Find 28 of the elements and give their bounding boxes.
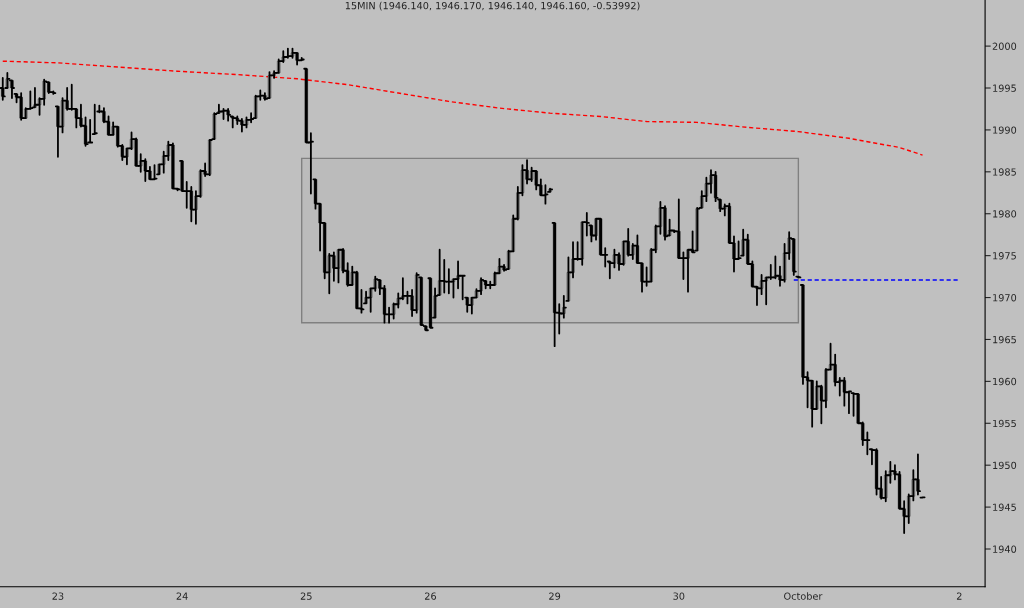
- y-tick-label: 1950: [993, 461, 1017, 470]
- x-tick-label: October: [784, 592, 823, 600]
- x-tick-label: 29: [549, 592, 561, 600]
- y-tick-label: 1990: [993, 126, 1017, 134]
- line-series: [2, 60, 924, 156]
- x-tick-label: 23: [52, 592, 64, 600]
- y-tick-label: 1940: [993, 545, 1017, 553]
- y-tick-label: 1965: [993, 335, 1016, 344]
- y-tick-label: 1945: [993, 503, 1016, 511]
- y-tick-label: 1995: [993, 84, 1016, 92]
- x-tick-label: 25: [300, 592, 312, 600]
- x-tick-label: 2: [956, 592, 962, 600]
- y-tick-label: 1985: [993, 168, 1016, 176]
- candlestick: [427, 277, 434, 329]
- candlestick: [266, 71, 273, 99]
- candlestick: [335, 248, 342, 284]
- candlestick: [873, 448, 880, 496]
- y-tick-label: 1975: [993, 252, 1016, 260]
- chart-title: 15MIN (1946.140, 1946.170, 1946.140, 1946.160, -0.53992): [345, 1, 640, 11]
- x-tick-label: 24: [176, 592, 188, 600]
- x-tick-label: 30: [673, 592, 685, 600]
- y-tick-label: 1970: [993, 294, 1017, 302]
- y-tick-label: 1980: [993, 210, 1017, 218]
- y-tick-label: 2000: [992, 42, 1017, 50]
- y-tick-label: 1955: [993, 419, 1016, 428]
- candlestick: [243, 116, 250, 129]
- y-tick-label: 1960: [993, 377, 1017, 386]
- x-tick-label: 26: [424, 592, 437, 600]
